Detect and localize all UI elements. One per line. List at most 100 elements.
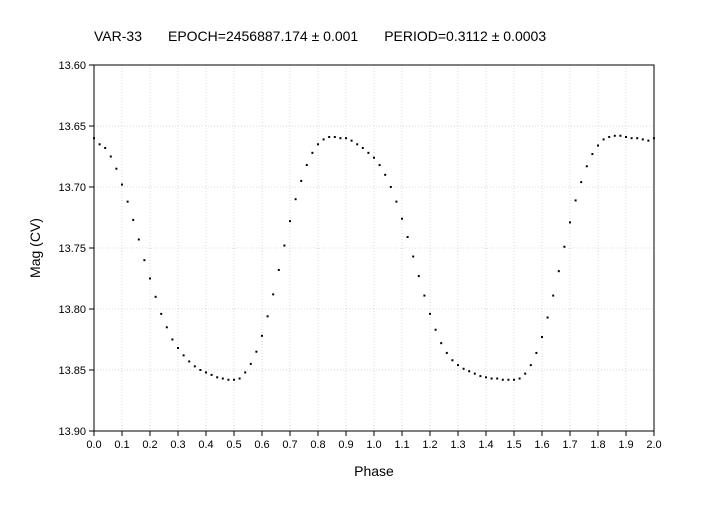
period-label: PERIOD=0.3112 ± 0.0003 [384, 28, 547, 44]
x-tick-label: 1.2 [422, 439, 437, 451]
data-point [188, 360, 191, 363]
data-point [647, 139, 650, 142]
data-point [373, 156, 375, 159]
y-tick-label: 13.80 [58, 304, 86, 316]
data-point [535, 351, 538, 354]
data-point [345, 137, 347, 140]
data-point [227, 378, 230, 381]
data-point [378, 164, 381, 167]
x-tick-label: 0.0 [86, 439, 101, 451]
data-point [177, 347, 179, 350]
data-point [283, 244, 286, 247]
data-point [350, 139, 353, 142]
data-point [149, 277, 151, 280]
y-tick-label: 13.85 [58, 365, 86, 377]
data-point [490, 377, 493, 380]
data-point [630, 137, 633, 140]
data-point [641, 138, 644, 141]
data-point [216, 376, 219, 379]
data-point [305, 164, 308, 167]
x-tick-label: 1.4 [478, 439, 493, 451]
data-point [445, 351, 448, 354]
x-tick-label: 0.2 [142, 439, 157, 451]
data-point [356, 143, 359, 146]
grid-lines [94, 65, 654, 431]
data-point [585, 165, 588, 168]
chart-title: VAR-33 EPOCH=2456887.174 ± 0.001 PERIOD=0.… [94, 28, 572, 44]
x-tick-label: 1.0 [366, 439, 381, 451]
x-tick-label: 1.5 [506, 439, 521, 451]
data-point [401, 217, 403, 220]
data-point [361, 146, 364, 149]
data-point [636, 137, 639, 140]
data-point [619, 134, 622, 137]
data-point [289, 220, 291, 223]
data-point [613, 134, 616, 137]
x-tick-label: 1.7 [562, 439, 577, 451]
data-point [412, 255, 415, 258]
data-points [93, 134, 655, 381]
y-axis-title: Mag (CV) [27, 218, 43, 278]
data-point [294, 198, 297, 201]
data-point [126, 200, 129, 203]
data-point [182, 354, 185, 357]
data-point [277, 268, 280, 271]
data-point [272, 293, 275, 296]
x-axis: 0.0 0.1 0.2 0.3 0.4 0.5 0.6 0.7 0.8 0.9 1.0 1.1 1.2 1… [86, 431, 662, 451]
data-point [367, 151, 370, 154]
data-point [496, 377, 499, 380]
data-point [255, 350, 258, 353]
data-point [311, 151, 314, 154]
data-point [406, 236, 409, 239]
data-point [625, 135, 627, 138]
data-point [569, 221, 571, 224]
x-tick-label: 0.1 [114, 439, 129, 451]
x-tick-label: 0.3 [170, 439, 185, 451]
data-point [165, 326, 168, 329]
x-tick-label: 1.9 [618, 439, 633, 451]
data-point [457, 364, 459, 367]
data-point [121, 183, 123, 186]
data-point [462, 367, 465, 370]
data-point [440, 342, 443, 345]
data-point [518, 377, 521, 380]
data-point [300, 179, 303, 182]
data-point [546, 316, 549, 319]
data-point [171, 338, 174, 341]
data-point [557, 270, 560, 273]
data-point [317, 143, 319, 146]
data-point [389, 186, 392, 188]
x-tick-label: 2.0 [646, 439, 661, 451]
x-tick-label: 1.3 [450, 439, 465, 451]
data-point [132, 218, 135, 221]
data-point [602, 138, 605, 141]
data-point [137, 238, 140, 241]
data-point [238, 377, 241, 380]
data-point [423, 294, 426, 297]
data-point [507, 378, 510, 381]
data-point [199, 369, 202, 371]
data-point [154, 295, 157, 298]
y-tick-label: 13.70 [58, 182, 86, 194]
y-tick-label: 13.75 [58, 243, 86, 255]
data-point [322, 138, 325, 141]
data-point [513, 378, 515, 381]
x-tick-label: 0.7 [282, 439, 297, 451]
x-tick-label: 1.8 [590, 439, 605, 451]
y-tick-label: 13.90 [58, 426, 86, 438]
data-point [591, 153, 594, 156]
data-point [597, 144, 599, 147]
x-tick-label: 0.5 [226, 439, 241, 451]
data-point [473, 372, 476, 375]
data-point [104, 146, 107, 149]
data-point [529, 364, 532, 367]
data-point [249, 362, 252, 365]
data-point [468, 370, 471, 373]
data-point [109, 155, 112, 158]
data-point [261, 334, 263, 337]
data-point [143, 259, 146, 262]
data-point [244, 371, 247, 374]
data-point [233, 378, 235, 381]
data-point [115, 167, 118, 170]
